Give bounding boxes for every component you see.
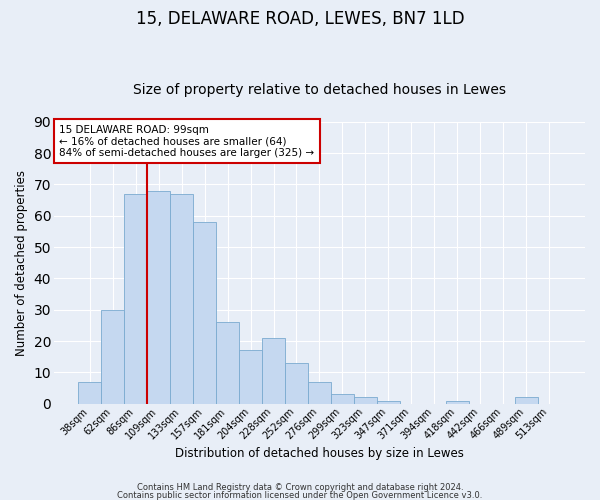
Y-axis label: Number of detached properties: Number of detached properties [15, 170, 28, 356]
Text: Contains HM Land Registry data © Crown copyright and database right 2024.: Contains HM Land Registry data © Crown c… [137, 484, 463, 492]
Text: 15 DELAWARE ROAD: 99sqm
← 16% of detached houses are smaller (64)
84% of semi-de: 15 DELAWARE ROAD: 99sqm ← 16% of detache… [59, 124, 314, 158]
Bar [377, 400, 400, 404]
Text: Contains public sector information licensed under the Open Government Licence v3: Contains public sector information licen… [118, 490, 482, 500]
Bar [239, 350, 262, 404]
Title: Size of property relative to detached houses in Lewes: Size of property relative to detached ho… [133, 83, 506, 97]
Bar [308, 382, 331, 404]
Bar [331, 394, 354, 404]
Bar [170, 194, 193, 404]
Bar [354, 398, 377, 404]
Bar [78, 382, 101, 404]
Bar [193, 222, 216, 404]
Bar [285, 363, 308, 404]
Bar [262, 338, 285, 404]
Bar [124, 194, 147, 404]
Bar [101, 310, 124, 404]
Bar [147, 190, 170, 404]
Bar [216, 322, 239, 404]
X-axis label: Distribution of detached houses by size in Lewes: Distribution of detached houses by size … [175, 447, 464, 460]
Text: 15, DELAWARE ROAD, LEWES, BN7 1LD: 15, DELAWARE ROAD, LEWES, BN7 1LD [136, 10, 464, 28]
Bar [515, 398, 538, 404]
Bar [446, 400, 469, 404]
